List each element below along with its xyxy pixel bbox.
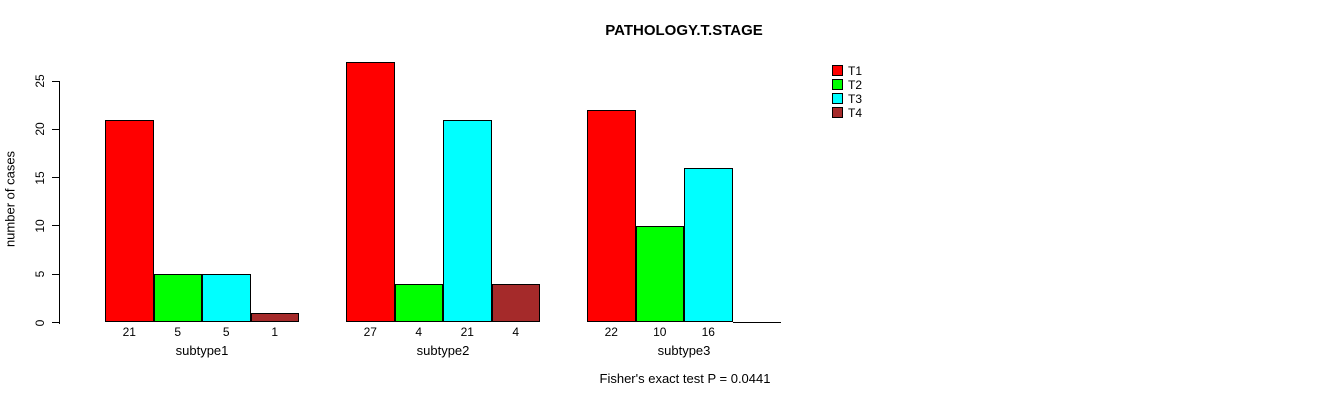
legend-swatch-t2: [832, 79, 843, 90]
legend-item-t2: T2: [832, 78, 892, 92]
bar-t4-subtype3: [732, 321, 781, 323]
legend-label: T1: [848, 64, 863, 78]
y-axis-tick: [51, 177, 59, 179]
x-axis-category-label: subtype1: [175, 343, 229, 358]
y-axis-tick-label: 0: [33, 319, 47, 326]
bar-t3-subtype3: [684, 167, 733, 323]
y-axis-tick-label: 10: [33, 219, 47, 233]
annotation-fisher-test: Fisher's exact test P = 0.0441: [599, 371, 771, 386]
bar-value-label: 22: [604, 325, 618, 339]
y-axis-tick-label: 5: [33, 270, 47, 278]
chart-title: PATHOLOGY.T.STAGE: [605, 22, 763, 39]
legend-swatch-t3: [832, 93, 843, 104]
bar-value-label: 5: [174, 325, 182, 339]
bar-t3-subtype2: [443, 119, 492, 323]
legend-item-t3: T3: [832, 92, 892, 106]
y-axis-tick: [51, 225, 59, 227]
x-axis-category-label: subtype3: [657, 343, 711, 358]
x-axis-category-label: subtype2: [416, 343, 470, 358]
y-axis-tick: [51, 273, 59, 275]
bar-value-label: 21: [460, 325, 474, 339]
y-axis-line: [58, 81, 60, 324]
bar-t1-subtype2: [346, 61, 395, 323]
legend-item-t4: T4: [832, 106, 892, 120]
bar-value-label: 1: [271, 325, 279, 339]
bar-value-label: 4: [415, 325, 423, 339]
bar-t1-subtype1: [105, 119, 154, 323]
bar-t2-subtype3: [635, 225, 684, 323]
y-axis-tick-label: 25: [33, 74, 47, 88]
legend-label: T2: [848, 78, 863, 92]
legend-swatch-t4: [832, 107, 843, 118]
y-axis-tick: [51, 128, 59, 130]
y-axis-tick: [51, 80, 59, 82]
bar-t4-subtype2: [491, 283, 540, 323]
legend: T1 T2 T3 T4: [832, 64, 892, 124]
y-axis-tick-label: 15: [33, 170, 47, 185]
bar-value-label: 27: [363, 325, 377, 339]
legend-label: T3: [848, 92, 863, 106]
bar-t1-subtype3: [587, 109, 636, 323]
bar-value-label: 21: [122, 325, 136, 339]
bar-value-label: 16: [701, 325, 715, 339]
legend-item-t1: T1: [832, 64, 892, 78]
bar-value-label: 5: [222, 325, 230, 339]
bar-t2-subtype2: [394, 283, 443, 323]
bar-t3-subtype1: [202, 274, 251, 323]
y-axis-tick-label: 20: [33, 122, 47, 136]
bar-value-label: 10: [653, 325, 667, 339]
bar-t4-subtype1: [250, 312, 299, 323]
legend-label: T4: [848, 106, 863, 120]
bar-value-label: 4: [512, 325, 520, 339]
legend-swatch-t1: [832, 65, 843, 76]
bar-t2-subtype1: [153, 274, 202, 323]
y-axis-tick: [51, 322, 59, 323]
